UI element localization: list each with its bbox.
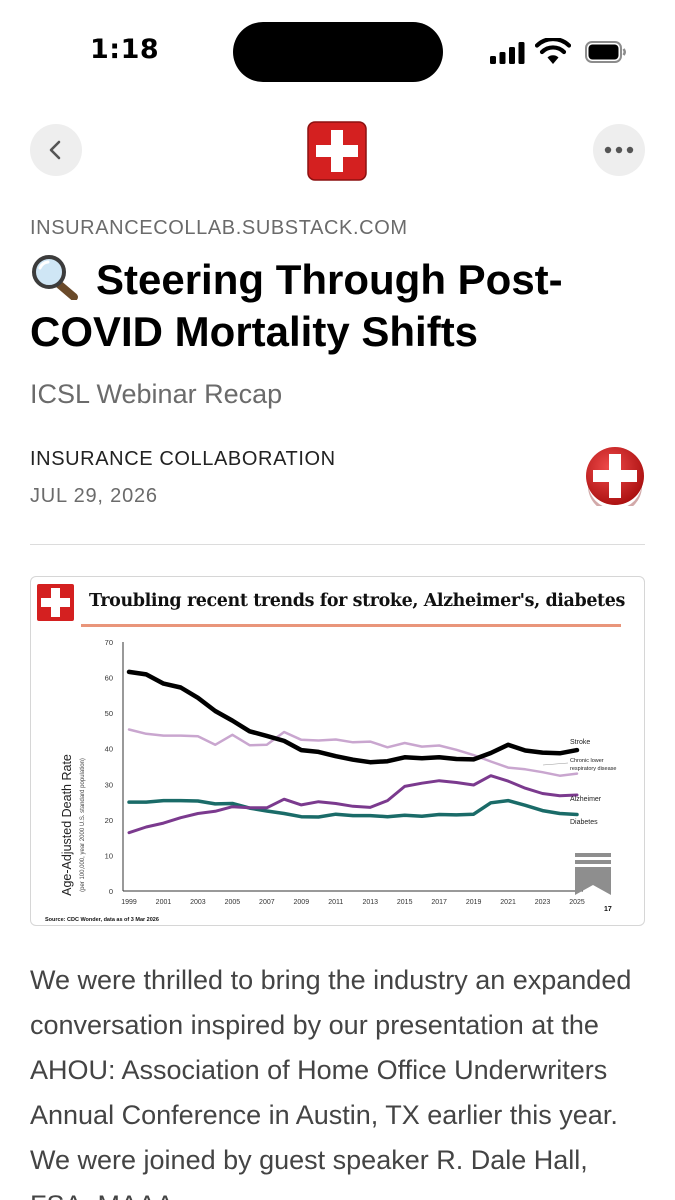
x-tick-label: 2005 [225, 899, 241, 906]
article-title-text: Steering Through Post-COVID Mortality Sh… [30, 256, 563, 355]
series-line-stroke [126, 669, 580, 765]
y-tick-label: 40 [105, 745, 113, 754]
x-tick-label: 2011 [328, 899, 343, 906]
wifi-icon [535, 38, 571, 64]
publication-logo[interactable] [307, 121, 367, 181]
battery-icon [585, 41, 626, 63]
x-tick-label: 2009 [294, 899, 310, 906]
y-tick-label: 30 [105, 780, 113, 789]
x-tick-label: 2015 [397, 899, 413, 906]
chart-logo [37, 584, 74, 621]
label-connector-line [542, 762, 569, 766]
y-tick-label: 20 [105, 816, 113, 825]
chart-image[interactable]: 0 10 20 30 40 50 60 70 1999 2001 2003 2005 2007 2009… [30, 576, 645, 926]
series-line-chronic-lower-respiratory-disease [127, 728, 579, 777]
series-line-diabetes [127, 798, 579, 819]
series-line-alzheimer [127, 774, 579, 835]
x-tick-label: 2023 [535, 899, 551, 906]
article-body-paragraph: We were thrilled to bring the industry a… [30, 965, 632, 1200]
series-label-diabetes: Diabetes [570, 819, 598, 826]
status-time: 1:18 [90, 34, 160, 65]
x-tick-label: 2007 [259, 899, 275, 906]
x-tick-label: 2017 [431, 899, 447, 906]
x-tick-label: 2021 [500, 899, 516, 906]
series-label-text: Chronic lower [570, 758, 604, 764]
y-tick-label: 70 [105, 638, 113, 647]
bookmark-icon [575, 853, 611, 895]
y-axis-label: Age-Adjusted Death Rate [60, 754, 74, 896]
x-tick-label: 2003 [190, 899, 206, 906]
publication-domain[interactable]: INSURANCECOLLAB.SUBSTACK.COM [30, 217, 408, 239]
publish-date: JUL 29, 2026 [30, 485, 158, 507]
cellular-signal-icon [490, 42, 525, 64]
series-label-text: Stroke [570, 739, 590, 746]
status-bar: 1:18 [0, 0, 675, 100]
series-label-stroke: Stroke [570, 739, 590, 746]
y-tick-label: 0 [109, 887, 113, 896]
magnifying-glass-icon [32, 255, 78, 300]
chart-title-rule [81, 624, 621, 627]
y-tick-label: 50 [105, 709, 113, 718]
series-label-chronic-lower-respiratory-disease: Chronic lower respiratory disease [570, 758, 616, 772]
author-avatar[interactable] [585, 446, 645, 506]
x-tick-label: 2001 [156, 899, 172, 906]
slide-page-number: 17 [604, 906, 612, 913]
article-title: Steering Through Post-COVID Mortality Sh… [30, 254, 650, 358]
y-tick-label: 10 [105, 851, 113, 860]
x-tick-label: 2013 [362, 899, 378, 906]
chart-source: Source: CDC Wonder, data as of 3 Mar 202… [45, 917, 159, 923]
x-tick-label: 1999 [121, 899, 137, 906]
back-button[interactable] [30, 124, 82, 176]
dynamic-island [233, 22, 443, 82]
series-label-text: respiratory disease [570, 766, 616, 772]
chart-title: Troubling recent trends for stroke, Alzh… [89, 591, 625, 611]
author-name[interactable]: INSURANCE COLLABORATION [30, 448, 336, 470]
ellipsis-icon [604, 146, 634, 154]
series-label-alzheimer: Alzheimer [570, 796, 602, 803]
series-label-text: Alzheimer [570, 796, 602, 803]
header-divider [30, 544, 645, 545]
series-label-text: Diabetes [570, 819, 598, 826]
chevron-left-icon [49, 140, 61, 160]
y-axis-sublabel: (per 100,000, year 2000 U.S. standard po… [80, 758, 86, 892]
y-tick-label: 60 [105, 674, 113, 683]
more-options-button[interactable] [593, 124, 645, 176]
chart-svg: 0 10 20 30 40 50 60 70 1999 2001 2003 2005 2007 2009… [37, 584, 616, 906]
x-tick-label: 2019 [466, 899, 482, 906]
article-subtitle: ICSL Webinar Recap [30, 379, 283, 409]
x-tick-label: 2025 [569, 899, 585, 906]
